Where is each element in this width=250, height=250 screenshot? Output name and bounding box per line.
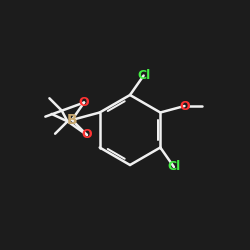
Text: Cl: Cl [167, 160, 180, 173]
Text: Cl: Cl [137, 69, 150, 82]
Text: O: O [79, 96, 90, 109]
Text: O: O [82, 128, 92, 141]
Text: O: O [179, 100, 190, 112]
Text: B: B [66, 113, 77, 127]
